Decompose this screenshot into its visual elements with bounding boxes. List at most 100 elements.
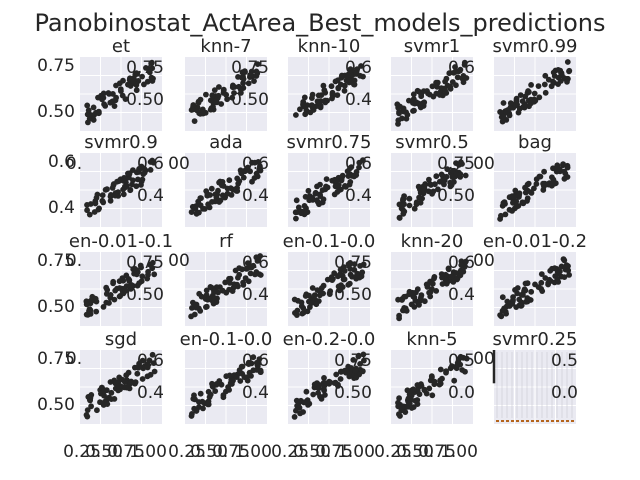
scatter-point bbox=[411, 205, 418, 212]
overlap-tick-label: 0. bbox=[66, 251, 82, 271]
scatter-point bbox=[209, 292, 216, 299]
subplot-title: en-0.2-0.0 bbox=[283, 329, 376, 350]
scatter-point bbox=[227, 380, 234, 387]
scatter-point bbox=[541, 81, 548, 88]
scatter-point bbox=[428, 182, 434, 188]
scatter-point bbox=[333, 371, 340, 378]
scatter-point bbox=[396, 395, 402, 402]
scatter-point bbox=[399, 206, 406, 213]
scatter-point bbox=[245, 264, 252, 271]
scatter-point bbox=[357, 361, 363, 367]
scatter-point bbox=[406, 195, 413, 202]
scatter-point bbox=[348, 164, 355, 171]
scatter-point bbox=[150, 159, 157, 166]
scatter-point bbox=[212, 388, 219, 394]
x-tick-label: 0.25 bbox=[374, 442, 412, 462]
scatter-point bbox=[102, 103, 109, 109]
inner-tick-label: 0.75 bbox=[437, 154, 475, 174]
scatter-point bbox=[120, 177, 127, 184]
scatter-point bbox=[311, 292, 318, 298]
y-tick-label: 0.75 bbox=[37, 349, 75, 369]
scatter-point bbox=[514, 285, 521, 291]
scatter-point bbox=[138, 264, 145, 271]
scatter-point bbox=[548, 83, 555, 90]
scatter-point bbox=[442, 87, 448, 94]
scatter-point bbox=[450, 279, 457, 285]
scatter-point bbox=[400, 105, 407, 112]
scatter-point bbox=[457, 353, 464, 360]
subplot-7 bbox=[185, 153, 267, 227]
scatter-point bbox=[513, 95, 520, 102]
x-tick-label: 0.25 bbox=[271, 442, 309, 462]
scatter-point bbox=[522, 93, 529, 100]
scatter-point bbox=[192, 302, 199, 308]
inner-tick-label: 0.6 bbox=[242, 351, 269, 371]
scatter-point bbox=[304, 308, 311, 315]
scatter-point bbox=[360, 73, 366, 80]
scatter-point bbox=[315, 92, 322, 99]
overlap-tick-label: 0. bbox=[66, 349, 82, 369]
inner-tick-label: 0.75 bbox=[126, 58, 164, 78]
scatter-point bbox=[149, 265, 156, 272]
scatter-point bbox=[203, 188, 210, 195]
scatter-point bbox=[504, 298, 511, 305]
scatter-point bbox=[401, 307, 407, 313]
scatter-point bbox=[107, 292, 114, 298]
scatter-point bbox=[120, 191, 127, 198]
scatter-point bbox=[525, 180, 532, 187]
scatter-point bbox=[139, 73, 146, 80]
scatter-point bbox=[449, 363, 455, 370]
scatter-point bbox=[447, 83, 454, 90]
scatter-point bbox=[426, 176, 432, 183]
scatter-point bbox=[106, 394, 112, 401]
scatter-point bbox=[141, 165, 148, 172]
scatter-point bbox=[353, 273, 360, 279]
scatter-point bbox=[213, 381, 220, 388]
scatter-point bbox=[256, 166, 263, 173]
scatter-point bbox=[550, 180, 557, 187]
scatter-point bbox=[510, 294, 516, 300]
scatter-point bbox=[197, 390, 204, 397]
scatter-point bbox=[88, 297, 94, 304]
scatter-point bbox=[351, 173, 357, 180]
scatter-point bbox=[535, 83, 542, 89]
subplot-title: svmr0.25 bbox=[492, 329, 577, 350]
inner-tick-label: 0.50 bbox=[126, 90, 164, 110]
scatter-point bbox=[536, 173, 543, 180]
inner-tick-label: 0.75 bbox=[231, 58, 269, 78]
scatter-point bbox=[531, 98, 538, 105]
scatter-point bbox=[406, 291, 412, 298]
bar bbox=[546, 420, 549, 422]
scatter-point bbox=[211, 87, 218, 93]
scatter-point bbox=[219, 287, 226, 294]
scatter-point bbox=[353, 69, 359, 76]
scatter-point bbox=[223, 373, 230, 380]
scatter-point bbox=[210, 300, 217, 307]
scatter-point bbox=[531, 90, 538, 97]
scatter-point bbox=[92, 198, 99, 205]
scatter-point bbox=[356, 159, 363, 166]
scatter-point bbox=[433, 173, 440, 180]
subplot-title: svmr1 bbox=[404, 36, 460, 57]
scatter-point bbox=[132, 380, 138, 387]
bar bbox=[526, 420, 529, 422]
scatter-point bbox=[526, 103, 532, 110]
x-tick-label: 0.75 bbox=[107, 442, 145, 462]
scatter-point bbox=[301, 399, 308, 406]
inner-tick-label: 0.4 bbox=[137, 186, 164, 206]
subplot-title: ada bbox=[209, 132, 243, 153]
scatter-point bbox=[144, 373, 151, 380]
inner-tick-label: 0.0 bbox=[551, 383, 578, 403]
scatter-point bbox=[426, 385, 433, 392]
scatter-point bbox=[334, 92, 341, 98]
scatter-point bbox=[149, 259, 156, 266]
overlap-tick-label: 00 bbox=[473, 154, 495, 174]
scatter-point bbox=[396, 108, 402, 115]
scatter-point bbox=[200, 205, 206, 212]
scatter-point bbox=[353, 169, 360, 175]
scatter-point bbox=[499, 118, 506, 125]
scatter-point bbox=[437, 366, 444, 373]
scatter-point bbox=[343, 73, 350, 80]
scatter-point bbox=[231, 90, 237, 96]
scatter-point bbox=[528, 82, 534, 88]
